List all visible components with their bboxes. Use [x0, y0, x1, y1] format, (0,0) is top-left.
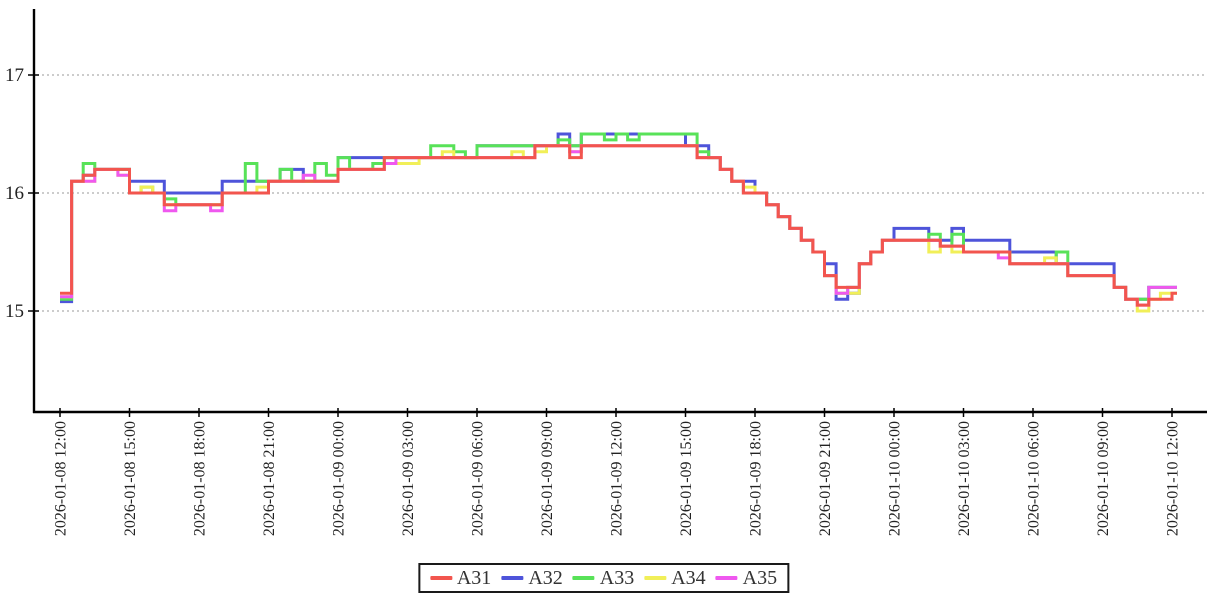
legend-label-A31: A31: [456, 567, 492, 589]
x-tick-label: 2026-01-10 09:00: [1095, 421, 1112, 536]
legend-entry-A32: A32: [501, 567, 563, 589]
y-tick-label: 16: [5, 183, 24, 204]
legend-label-A35: A35: [742, 567, 778, 589]
series-line-A32: [60, 132, 1177, 304]
x-tick-label: 2026-01-09 15:00: [678, 421, 695, 536]
y-tick-label: 15: [5, 301, 24, 322]
legend-swatch-A32: [501, 576, 524, 580]
legend-swatch-A33: [572, 576, 595, 580]
y-tick-label: 17: [5, 65, 24, 86]
series-line-A31: [60, 144, 1177, 307]
x-tick-label: 2026-01-08 18:00: [192, 421, 209, 536]
x-tick-label: 2026-01-09 21:00: [817, 421, 834, 536]
legend-swatch-A31: [429, 576, 452, 580]
legend-swatch-A34: [644, 576, 667, 580]
x-tick-label: 2026-01-09 18:00: [748, 421, 765, 536]
x-tick-label: 2026-01-08 21:00: [261, 421, 278, 536]
x-tick-label: 2026-01-08 15:00: [122, 421, 139, 536]
legend-swatch-A35: [715, 576, 738, 580]
x-tick-label: 2026-01-09 03:00: [400, 421, 417, 536]
x-tick-label: 2026-01-09 06:00: [470, 421, 487, 536]
x-tick-label: 2026-01-09 09:00: [539, 421, 556, 536]
series-line-A33: [60, 132, 1177, 301]
x-tick-label: 2026-01-09 00:00: [331, 421, 348, 536]
legend-entry-A33: A33: [572, 567, 635, 589]
x-tick-label: 2026-01-10 03:00: [956, 421, 973, 536]
x-tick-label: 2026-01-10 12:00: [1165, 421, 1182, 536]
x-tick-label: 2026-01-10 00:00: [887, 421, 904, 536]
x-tick-label: 2026-01-10 06:00: [1026, 421, 1043, 536]
x-tick-label: 2026-01-08 12:00: [53, 421, 70, 536]
legend-label-A32: A32: [528, 567, 563, 589]
series-line-A35: [60, 144, 1177, 307]
legend-entry-A35: A35: [715, 567, 778, 589]
legend-label-A34: A34: [671, 567, 706, 589]
x-tick-label: 2026-01-09 12:00: [609, 421, 626, 536]
legend-entry-A31: A31: [429, 567, 492, 589]
legend-label-A33: A33: [599, 567, 635, 589]
series-line-A34: [60, 144, 1177, 313]
legend-entry-A34: A34: [644, 567, 706, 589]
chart-legend: A31 A32 A33 A34 A35: [417, 563, 790, 593]
